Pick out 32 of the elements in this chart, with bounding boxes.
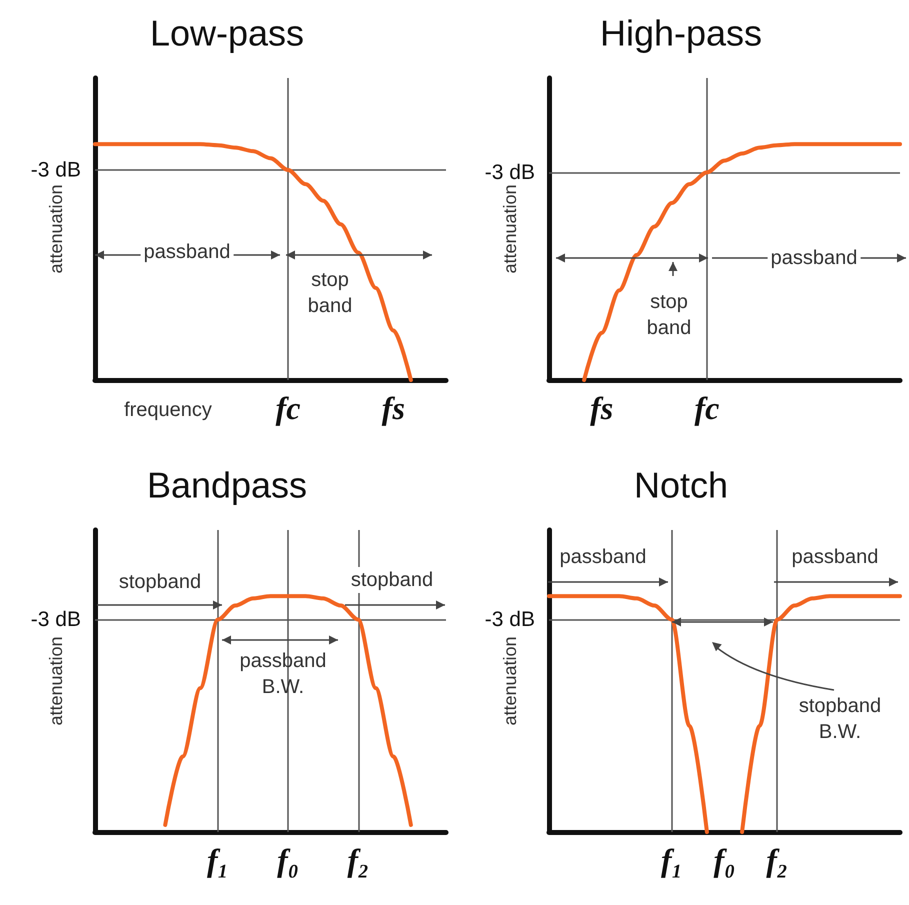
ref-line-label: -3 dB (484, 160, 535, 184)
text: stopband (116, 569, 204, 595)
x-tick-label: f₁ (660, 842, 683, 878)
ref-line-label: -3 dB (484, 608, 535, 632)
y-axis-title: attenuation (500, 184, 520, 274)
chart-title: Low-pass (150, 12, 304, 54)
chart-title: Notch (634, 464, 728, 506)
y-axis-title: attenuation (46, 636, 66, 726)
annotation: stop band (306, 268, 354, 319)
x-axis-title: frequency (121, 397, 215, 423)
text: passband (556, 544, 650, 570)
x-tick-label: fs (590, 390, 614, 426)
x-tick-label: fc (694, 390, 720, 426)
y-axis-title: attenuation (46, 184, 66, 274)
annotation: stopband B.W. (798, 694, 882, 745)
ref-line-label: -3 dB (30, 608, 81, 632)
chart-title: High-pass (600, 12, 762, 54)
chart-title: Bandpass (146, 464, 308, 506)
x-tick-label: f₀ (277, 842, 299, 878)
x-tick-label: fs (382, 390, 405, 426)
ref-line-label: -3 dB (30, 158, 81, 182)
x-tick-label: f₂ (347, 842, 370, 878)
x-tick-label: fc (276, 390, 300, 426)
x-tick-label: f₂ (766, 842, 788, 878)
x-tick-label: f₁ (206, 842, 229, 878)
x-tick-label: f₀ (714, 842, 736, 878)
text: passband (788, 544, 882, 570)
text: stopband (348, 567, 436, 593)
annotation: passband (768, 245, 860, 271)
annotation: passband (140, 239, 234, 265)
y-axis-title: attenuation (500, 636, 520, 726)
annotation: stop band (646, 290, 692, 341)
